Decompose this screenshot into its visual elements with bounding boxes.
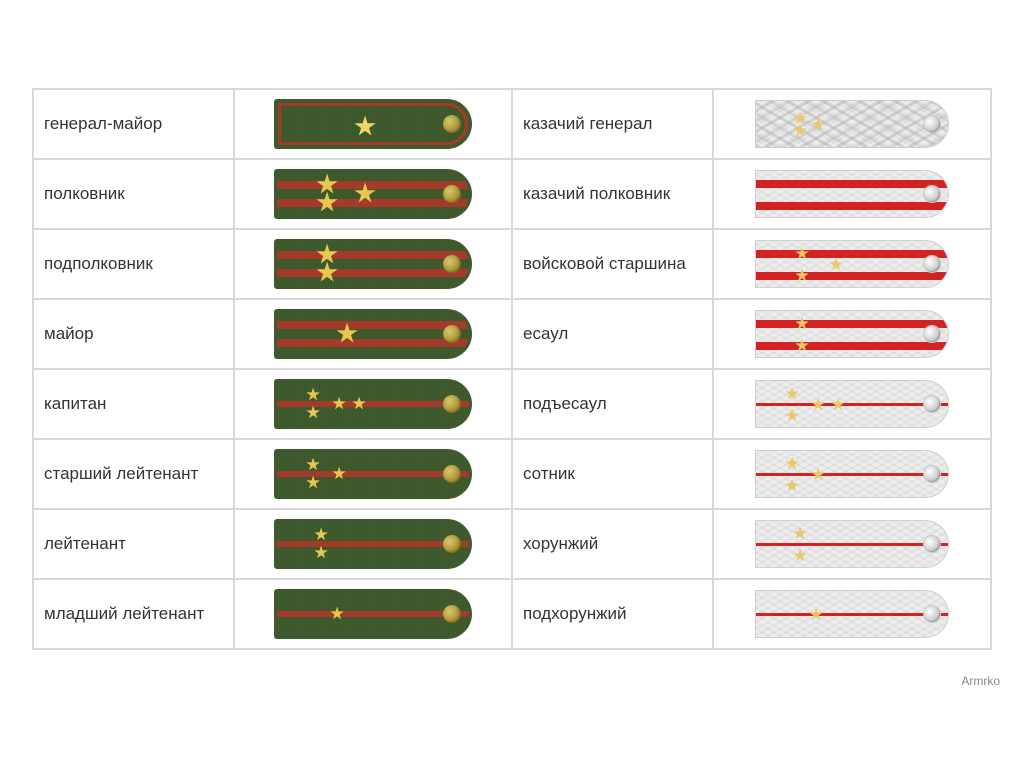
army-shoulder-board [274, 589, 472, 639]
button-icon [924, 536, 940, 552]
army-insignia-cell [234, 509, 512, 579]
stripe [756, 613, 948, 616]
stripe [756, 202, 948, 210]
cossack-shoulder-board [755, 380, 949, 428]
army-insignia-cell [234, 89, 512, 159]
cossack-shoulder-board [755, 520, 949, 568]
army-rank-label: полковник [33, 159, 234, 229]
cossack-insignia-cell [713, 579, 991, 649]
stripe [277, 251, 469, 259]
cossack-shoulder-board [755, 170, 949, 218]
watermark: Armrko [961, 674, 1000, 688]
cossack-shoulder-board [755, 240, 949, 288]
stripe [756, 543, 948, 546]
table-row: майор есаул [33, 299, 991, 369]
army-shoulder-board [274, 99, 472, 149]
cossack-shoulder-board [755, 590, 949, 638]
button-icon [443, 395, 461, 413]
button-icon [924, 326, 940, 342]
army-insignia-cell [234, 439, 512, 509]
stripe [277, 199, 469, 207]
button-icon [443, 115, 461, 133]
table-row: старший лейтенант сотник [33, 439, 991, 509]
cossack-insignia-cell [713, 159, 991, 229]
cossack-insignia-cell [713, 299, 991, 369]
stripe [277, 471, 469, 477]
cossack-rank-label: есаул [512, 299, 713, 369]
army-shoulder-board [274, 449, 472, 499]
cossack-rank-label: войсковой старшина [512, 229, 713, 299]
cossack-insignia-cell [713, 369, 991, 439]
table-row: подполковник войсковой старшина [33, 229, 991, 299]
cossack-shoulder-board [755, 450, 949, 498]
stripe [756, 250, 948, 258]
ranks-table: генерал-майор казачий генерал полковник каз… [32, 88, 992, 650]
table-row: капитан подъесаул [33, 369, 991, 439]
stripe [277, 181, 469, 189]
army-rank-label: генерал-майор [33, 89, 234, 159]
button-icon [443, 185, 461, 203]
cossack-rank-label: хорунжий [512, 509, 713, 579]
stripe [277, 269, 469, 277]
table-row: полковник казачий полковник [33, 159, 991, 229]
army-shoulder-board [274, 519, 472, 569]
button-icon [924, 186, 940, 202]
cossack-shoulder-board [755, 310, 949, 358]
army-insignia-cell [234, 229, 512, 299]
button-icon [924, 256, 940, 272]
stripe [756, 272, 948, 280]
stripe [277, 611, 469, 617]
button-icon [924, 466, 940, 482]
army-shoulder-board [274, 309, 472, 359]
army-rank-label: майор [33, 299, 234, 369]
cossack-rank-label: подхорунжий [512, 579, 713, 649]
ranks-chart: генерал-майор казачий генерал полковник каз… [12, 78, 1012, 690]
cossack-insignia-cell [713, 509, 991, 579]
cossack-rank-label: казачий полковник [512, 159, 713, 229]
stripe [277, 339, 469, 347]
button-icon [443, 255, 461, 273]
stripe [756, 342, 948, 350]
army-shoulder-board [274, 169, 472, 219]
table-row: младший лейтенант подхорунжий [33, 579, 991, 649]
army-rank-label: младший лейтенант [33, 579, 234, 649]
cossack-rank-label: подъесаул [512, 369, 713, 439]
stripe [277, 321, 469, 329]
cossack-shoulder-board [755, 100, 949, 148]
army-rank-label: лейтенант [33, 509, 234, 579]
button-icon [443, 535, 461, 553]
stripe [756, 320, 948, 328]
army-insignia-cell [234, 579, 512, 649]
cossack-rank-label: казачий генерал [512, 89, 713, 159]
cossack-insignia-cell [713, 89, 991, 159]
stripe [756, 403, 948, 406]
army-rank-label: подполковник [33, 229, 234, 299]
stripe [756, 473, 948, 476]
stripe [277, 401, 469, 407]
stripe [756, 180, 948, 188]
army-insignia-cell [234, 299, 512, 369]
button-icon [443, 465, 461, 483]
army-rank-label: старший лейтенант [33, 439, 234, 509]
stripe [277, 541, 469, 547]
army-shoulder-board [274, 379, 472, 429]
table-row: генерал-майор казачий генерал [33, 89, 991, 159]
button-icon [443, 325, 461, 343]
cossack-insignia-cell [713, 229, 991, 299]
army-rank-label: капитан [33, 369, 234, 439]
army-shoulder-board [274, 239, 472, 289]
button-icon [443, 605, 461, 623]
button-icon [924, 606, 940, 622]
cossack-rank-label: сотник [512, 439, 713, 509]
table-row: лейтенант хорунжий [33, 509, 991, 579]
cossack-insignia-cell [713, 439, 991, 509]
army-insignia-cell [234, 159, 512, 229]
button-icon [924, 116, 940, 132]
button-icon [924, 396, 940, 412]
army-insignia-cell [234, 369, 512, 439]
